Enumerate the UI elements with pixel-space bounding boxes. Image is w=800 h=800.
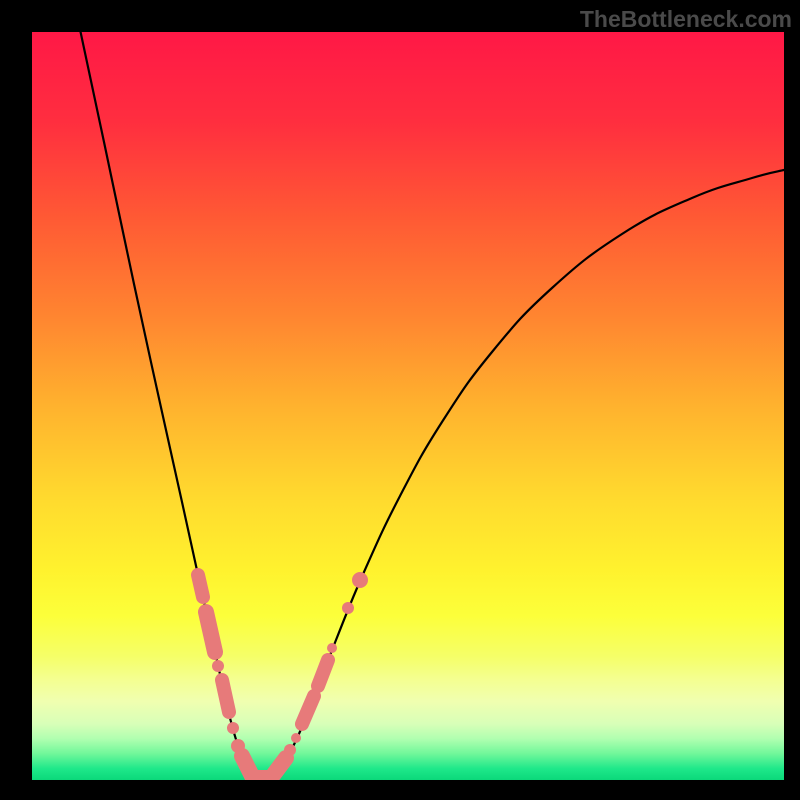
- data-marker: [227, 722, 239, 734]
- plot-area: [32, 32, 784, 780]
- data-marker: [352, 572, 368, 588]
- bottleneck-curve: [78, 32, 784, 780]
- outer-frame: TheBottleneck.com: [0, 0, 800, 800]
- data-marker: [222, 680, 229, 712]
- data-marker: [212, 660, 224, 672]
- data-marker: [291, 733, 301, 743]
- data-marker: [318, 660, 328, 686]
- data-marker: [342, 602, 354, 614]
- data-marker: [284, 744, 296, 756]
- data-marker: [302, 696, 314, 724]
- data-marker: [198, 575, 203, 597]
- watermark-text: TheBottleneck.com: [580, 6, 792, 33]
- data-marker: [327, 643, 337, 653]
- curve-overlay: [32, 32, 784, 780]
- data-marker: [274, 758, 286, 774]
- data-marker: [206, 612, 215, 652]
